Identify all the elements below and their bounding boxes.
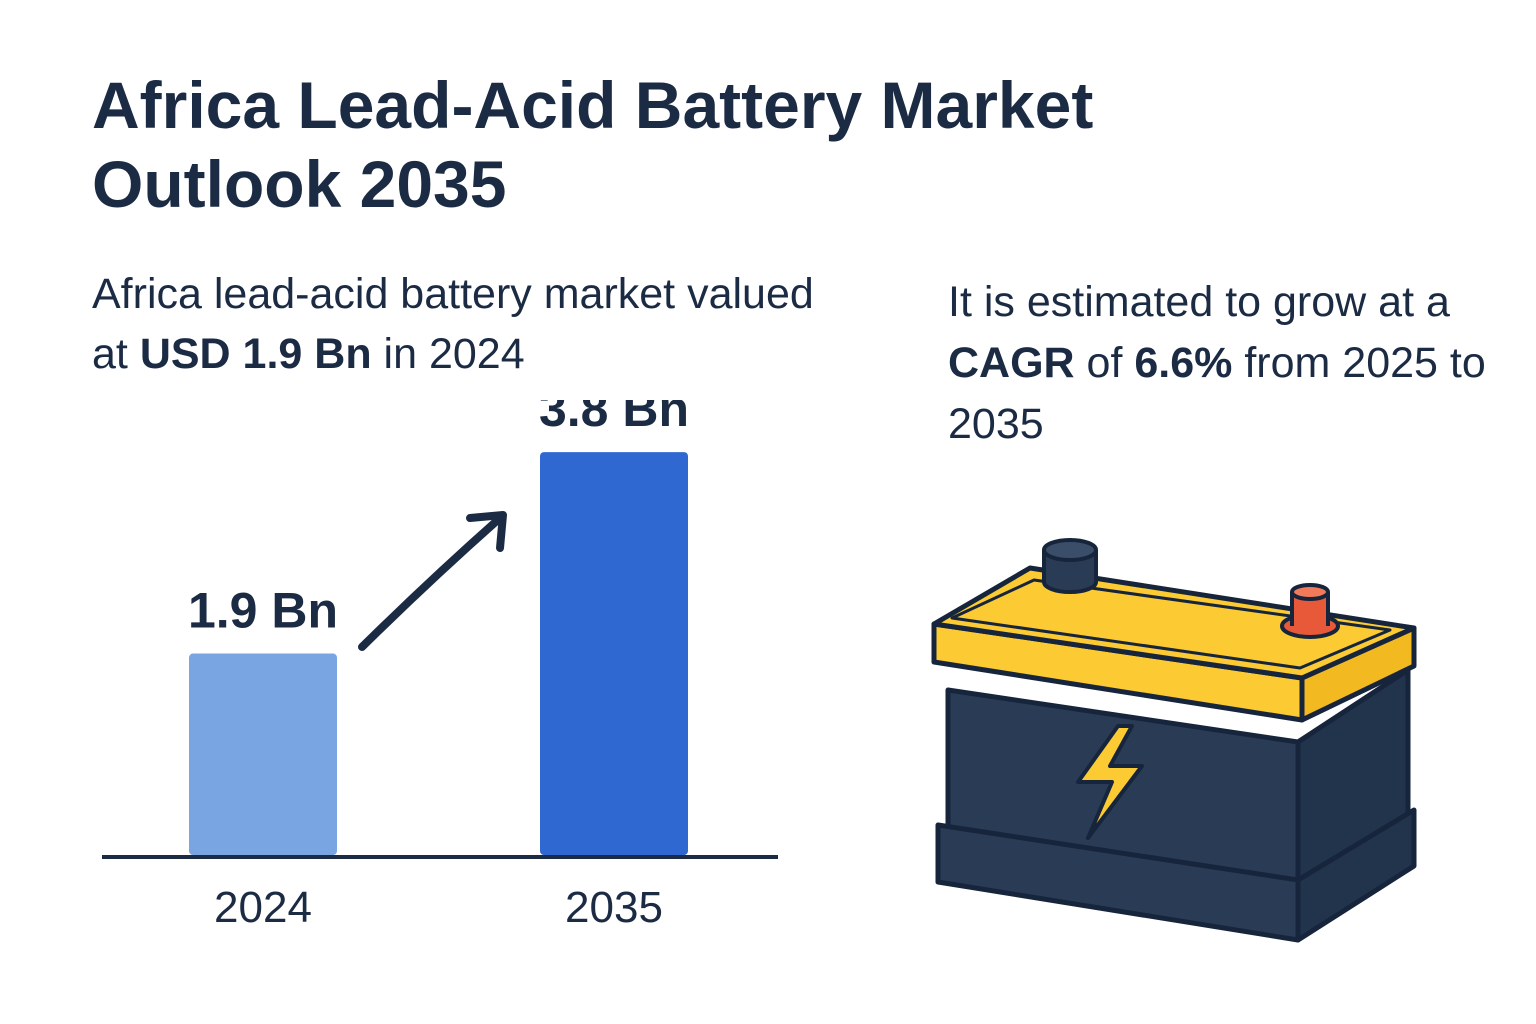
battery-base-rim-side xyxy=(1295,807,1417,943)
bar-chart: 1.9 Bn 2024 3.8 Bn 2035 xyxy=(102,400,778,932)
bars-layer: 1.9 Bn 2024 3.8 Bn 2035 xyxy=(188,400,689,932)
cagr-mid: of xyxy=(1074,339,1135,387)
market-value-pre: Africa lead-acid battery market valued a… xyxy=(92,270,814,378)
x-tick-label-2035: 2035 xyxy=(565,883,663,932)
trend-arrow-icon xyxy=(358,511,507,651)
cagr-value: 6.6% xyxy=(1134,339,1233,387)
car-battery-icon xyxy=(931,538,1417,943)
page-title: Africa Lead-Acid Battery Market Outlook … xyxy=(92,66,1292,224)
market-value-amount: USD 1.9 Bn xyxy=(139,330,372,378)
battery-lid-inset xyxy=(950,578,1392,670)
cagr-text: It is estimated to grow at a CAGR of 6.6… xyxy=(948,272,1508,455)
cagr-label: CAGR xyxy=(948,339,1075,387)
bar-value-label-2024: 1.9 Bn xyxy=(188,583,338,639)
positive-terminal xyxy=(1280,583,1340,639)
cagr-pre: It is estimated to grow at a xyxy=(948,278,1450,326)
battery-lid-top xyxy=(931,565,1417,681)
bar-2024 xyxy=(189,653,337,855)
cagr-post: from 2025 to 2035 xyxy=(948,339,1486,448)
x-tick-label-2024: 2024 xyxy=(214,883,312,932)
negative-terminal xyxy=(1042,538,1098,594)
market-value-text: Africa lead-acid battery market valued a… xyxy=(92,264,852,384)
lightning-bolt-icon xyxy=(1076,724,1144,840)
bar-value-label-2035: 3.8 Bn xyxy=(539,400,689,437)
title-line-1: Africa Lead-Acid Battery Market xyxy=(92,68,1094,142)
market-value-post: in 2024 xyxy=(371,330,525,378)
title-line-2: Outlook 2035 xyxy=(92,147,507,221)
bar-2035 xyxy=(540,452,688,855)
